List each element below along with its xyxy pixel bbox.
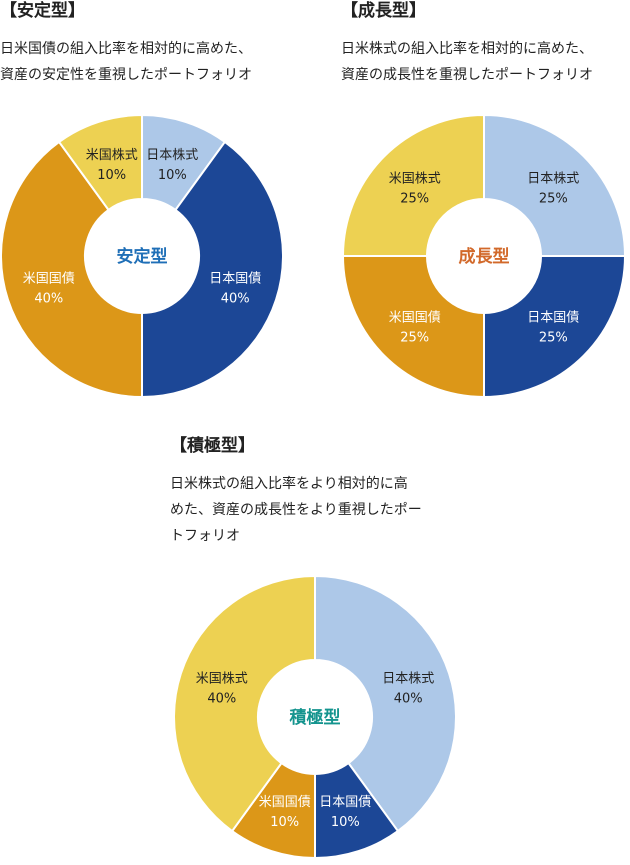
chart-title: 【成長型】 bbox=[341, 1, 426, 21]
slice-value-label: 40% bbox=[34, 291, 63, 306]
slice-value-label: 10% bbox=[158, 168, 187, 183]
donut-chart-stable: 日本株式 10% 日本国債 40% 米国国債 40% 米国株式 10% 安定型 bbox=[0, 113, 284, 399]
slice-label: 日本国債 bbox=[319, 795, 371, 810]
slice-value-label: 40% bbox=[394, 692, 423, 707]
slice-value-label: 25% bbox=[400, 330, 429, 345]
slice-2 bbox=[0, 140, 143, 399]
panel-stable: 【安定型】 日米国債の組入比率を相対的に高めた、 資産の安定性を重視したポートフ… bbox=[0, 0, 252, 88]
slice-label: 米国株式 bbox=[389, 172, 441, 187]
slice-label: 米国国債 bbox=[23, 271, 75, 286]
description-line: 日米国債の組入比率を相対的に高めた、 bbox=[0, 41, 252, 57]
donut-chart-aggressive: 日本株式 40% 日本国債 10% 米国国債 10% 米国株式 40% 積極型 bbox=[173, 574, 457, 860]
slice-label: 米国株式 bbox=[196, 672, 248, 687]
slice-label: 米国株式 bbox=[86, 148, 138, 163]
donut-center-label: 安定型 bbox=[117, 246, 168, 267]
slice-value-label: 40% bbox=[207, 692, 236, 707]
description-line: 資産の安定性を重視したポートフォリオ bbox=[0, 67, 252, 83]
slice-label: 日本株式 bbox=[146, 148, 198, 163]
slice-0 bbox=[314, 574, 457, 833]
slice-label: 日本株式 bbox=[527, 172, 579, 187]
description-line: トフォリオ bbox=[170, 528, 240, 544]
description-line: 日米株式の組入比率をより相対的に高 bbox=[170, 476, 408, 492]
description-line: 日米株式の組入比率を相対的に高めた、 bbox=[341, 41, 593, 57]
slice-value-label: 25% bbox=[400, 192, 429, 207]
description-line: 資産の成長性を重視したポートフォリオ bbox=[341, 67, 593, 83]
description-line: めた、資産の成長性をより重視したポー bbox=[170, 502, 422, 518]
chart-description: 日米株式の組入比率を相対的に高めた、 資産の成長性を重視したポートフォリオ bbox=[341, 36, 593, 88]
slice-0 bbox=[483, 113, 627, 257]
chart-description: 日米株式の組入比率をより相対的に高 めた、資産の成長性をより重視したポー トフォ… bbox=[170, 471, 422, 549]
slice-value-label: 10% bbox=[97, 168, 126, 183]
slice-label: 日本株式 bbox=[382, 672, 434, 687]
slice-value-label: 25% bbox=[539, 330, 568, 345]
donut-center-label: 積極型 bbox=[290, 707, 341, 728]
donut-chart-growth: 日本株式 25% 日本国債 25% 米国国債 25% 米国株式 25% 成長型 bbox=[341, 113, 627, 399]
slice-3 bbox=[173, 574, 316, 833]
slice-value-label: 10% bbox=[270, 815, 299, 830]
slice-1 bbox=[483, 255, 627, 399]
panel-growth: 【成長型】 日米株式の組入比率を相対的に高めた、 資産の成長性を重視したポートフ… bbox=[341, 0, 593, 88]
slice-2 bbox=[341, 255, 485, 399]
slice-value-label: 40% bbox=[221, 291, 250, 306]
slice-label: 日本国債 bbox=[527, 310, 579, 325]
donut-center-label: 成長型 bbox=[459, 246, 510, 267]
slice-1 bbox=[141, 140, 284, 399]
slice-label: 日本国債 bbox=[209, 271, 261, 286]
slice-label: 米国国債 bbox=[259, 795, 311, 810]
slice-3 bbox=[341, 113, 485, 257]
chart-description: 日米国債の組入比率を相対的に高めた、 資産の安定性を重視したポートフォリオ bbox=[0, 36, 252, 88]
slice-value-label: 25% bbox=[539, 192, 568, 207]
chart-title: 【積極型】 bbox=[170, 436, 255, 456]
chart-title: 【安定型】 bbox=[0, 1, 85, 21]
slice-label: 米国国債 bbox=[389, 310, 441, 325]
slice-3 bbox=[57, 113, 143, 212]
panel-aggressive: 【積極型】 日米株式の組入比率をより相対的に高 めた、資産の成長性をより重視した… bbox=[170, 435, 422, 549]
slice-value-label: 10% bbox=[331, 815, 360, 830]
